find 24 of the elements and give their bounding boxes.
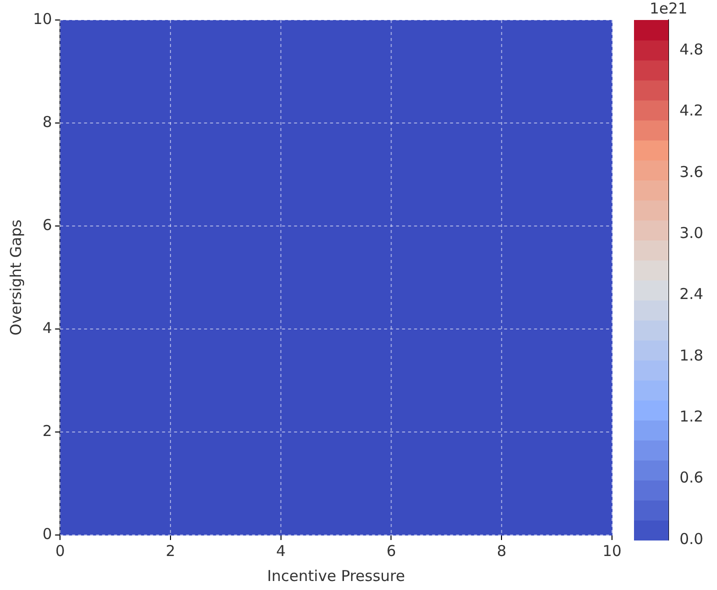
y-axis-title: Oversight Gaps <box>6 219 25 336</box>
x-tick-label: 10 <box>602 542 622 560</box>
x-tick-label: 6 <box>386 542 396 560</box>
y-tick-label: 0 <box>42 524 52 543</box>
x-tick-label: 2 <box>166 542 176 560</box>
color-bar-label: 1.8 <box>680 346 704 364</box>
color-bar-label: 2.4 <box>680 285 704 304</box>
y-tick-label: 6 <box>42 216 52 234</box>
color-bar-label: 3.6 <box>680 162 704 181</box>
color-bar-label: 1.2 <box>680 408 704 426</box>
color-bar-label: 4.2 <box>680 102 704 120</box>
color-bar-label: 4.8 <box>680 40 704 58</box>
color-bar-label: 3.0 <box>680 224 704 242</box>
color-bar-label: 0.0 <box>680 530 704 548</box>
x-axis-title: Incentive Pressure <box>267 566 405 585</box>
x-tick-label: 0 <box>55 542 65 560</box>
y-tick-label: 2 <box>42 422 52 440</box>
y-tick-label: 4 <box>42 318 52 337</box>
y-tick-label: 10 <box>32 10 52 28</box>
x-tick-label: 8 <box>496 542 506 560</box>
color-bar-label: 0.6 <box>680 468 704 487</box>
x-tick-label: 4 <box>276 542 286 560</box>
color-bar-title: 1e21 <box>650 0 688 18</box>
y-tick-label: 8 <box>42 112 52 131</box>
